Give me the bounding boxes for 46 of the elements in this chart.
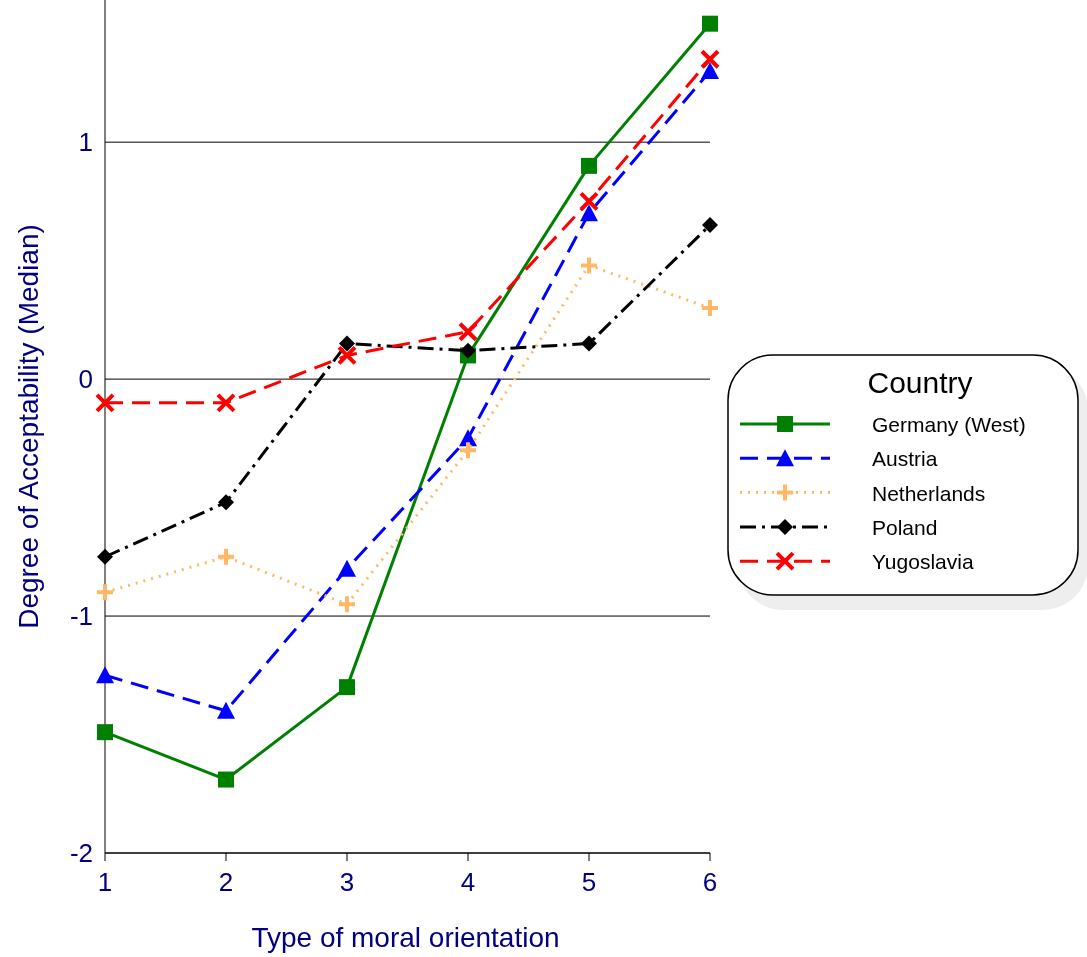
y-tick-label: 1 bbox=[78, 127, 93, 158]
legend-label: Poland bbox=[872, 515, 938, 539]
x-tick-label: 3 bbox=[339, 867, 355, 897]
point bbox=[458, 321, 478, 342]
point bbox=[218, 494, 234, 511]
point bbox=[700, 49, 720, 70]
point bbox=[700, 298, 720, 319]
y-tick-label: -2 bbox=[69, 838, 93, 868]
point bbox=[337, 345, 357, 366]
point bbox=[579, 255, 599, 276]
point bbox=[581, 335, 597, 352]
point bbox=[95, 582, 115, 603]
x-axis-title: Type of moral orientation bbox=[251, 922, 560, 953]
point bbox=[579, 191, 599, 212]
point bbox=[216, 546, 236, 567]
point bbox=[218, 771, 234, 788]
legend-label: Germany (West) bbox=[872, 413, 1026, 436]
point bbox=[581, 157, 597, 174]
point bbox=[580, 204, 598, 222]
point bbox=[338, 559, 356, 577]
point bbox=[96, 666, 114, 684]
point bbox=[460, 342, 476, 359]
point bbox=[216, 392, 236, 413]
point bbox=[217, 701, 235, 719]
point bbox=[95, 392, 115, 413]
point bbox=[337, 594, 357, 615]
x-tick-label: 2 bbox=[218, 867, 234, 897]
y-tick-label: -1 bbox=[69, 601, 93, 632]
point bbox=[458, 440, 478, 461]
point bbox=[702, 15, 718, 32]
point bbox=[701, 62, 719, 80]
point bbox=[97, 724, 113, 741]
point bbox=[97, 548, 113, 565]
point bbox=[339, 679, 355, 696]
x-tick-label: 1 bbox=[97, 867, 113, 897]
legend-label: Yugoslavia bbox=[872, 550, 974, 574]
point bbox=[702, 217, 718, 234]
legend-label: Netherlands bbox=[872, 481, 986, 505]
x-tick-label: 4 bbox=[460, 867, 476, 897]
legend-title: Country bbox=[867, 366, 973, 399]
y-tick-label: 0 bbox=[78, 364, 93, 395]
x-tick-label: 6 bbox=[702, 867, 718, 897]
point bbox=[339, 335, 355, 352]
legend-label: Austria bbox=[872, 447, 938, 471]
y-axis-title: Degree of Acceptability (Median) bbox=[13, 224, 44, 629]
x-tick-label: 5 bbox=[581, 867, 597, 897]
